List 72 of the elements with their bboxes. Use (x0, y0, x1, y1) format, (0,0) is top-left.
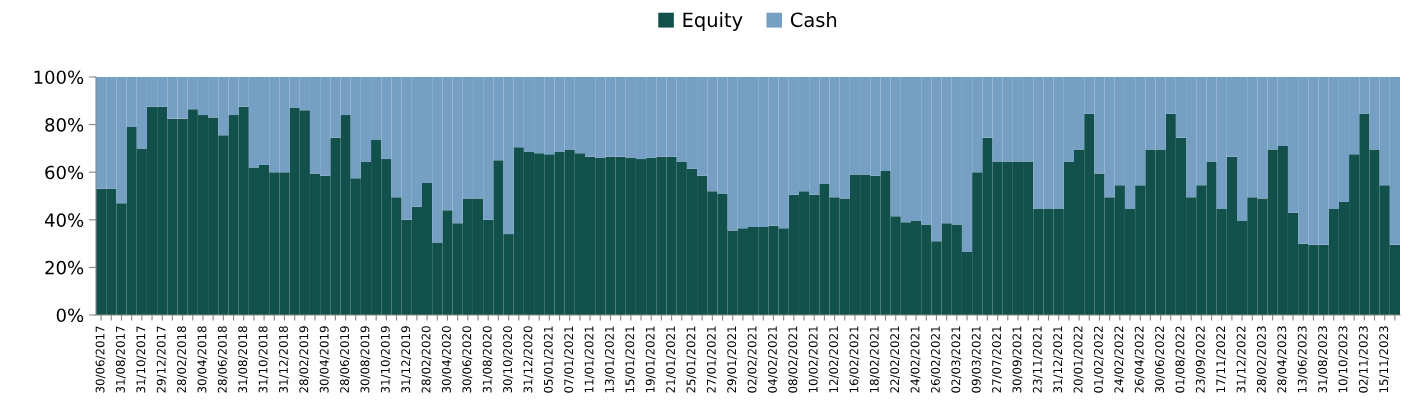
x-tick-label: 22/02/2021 (890, 326, 901, 393)
x-tick-label: 27/07/2021 (992, 326, 1002, 393)
x-tick-label: 31/08/2023 (1318, 326, 1328, 393)
x-tick-label: 02/02/2021 (747, 326, 758, 393)
y-tick-label: 100% (34, 70, 84, 85)
x-tick-label: 23/09/2022 (1195, 326, 1206, 393)
x-tick-label: 31/12/2022 (1236, 326, 1247, 393)
x-tick-label: 10/02/2021 (808, 326, 819, 393)
x-tick-label: 31/08/2020 (482, 326, 493, 393)
x-tick-label: 29/12/2017 (156, 326, 167, 393)
x-tick-label: 15/11/2023 (1379, 326, 1390, 393)
x-tick-label: 30/04/2019 (319, 326, 330, 393)
x-tick-label: 31/10/2017 (136, 326, 147, 393)
x-tick-label: 30/10/2020 (503, 326, 513, 393)
x-tick-label: 09/03/2021 (971, 326, 982, 393)
x-tick-label: 16/02/2021 (849, 326, 860, 393)
x-tick-label: 24/02/2021 (910, 326, 921, 393)
x-tick-label: 31/12/2020 (523, 326, 534, 393)
x-tick-label: 07/01/2021 (564, 326, 575, 393)
x-tick-label: 31/12/2021 (1053, 326, 1064, 393)
legend-label: Equity (683, 12, 743, 31)
x-tick-label: 19/01/2021 (645, 326, 656, 393)
x-tick-label: 08/02/2021 (788, 326, 799, 393)
x-tick-label: 29/01/2021 (727, 326, 738, 393)
x-tick-label: 28/06/2018 (217, 326, 228, 393)
x-tick-label: 18/02/2021 (869, 326, 880, 393)
x-tick-label: 31/10/2018 (258, 326, 269, 393)
x-tick-label: 30/06/2020 (462, 326, 473, 393)
x-tick-label: 01/08/2022 (1175, 326, 1186, 393)
x-tick-label: 21/01/2021 (666, 326, 676, 393)
x-tick-label: 10/10/2023 (1338, 326, 1349, 393)
x-tick-label: 30/04/2020 (441, 326, 452, 393)
x-tick-label: 01/02/2022 (1093, 326, 1104, 393)
x-tick-label: 12/02/2021 (829, 326, 839, 393)
x-tick-label: 15/01/2021 (625, 326, 636, 393)
x-tick-label: 30/08/2019 (360, 326, 371, 393)
x-tick-label: 30/06/2017 (95, 326, 106, 393)
x-tick-label: 28/02/2020 (421, 326, 432, 393)
y-tick-label: 60% (45, 165, 84, 180)
x-tick-label: 23/11/2021 (1032, 326, 1043, 393)
x-tick-label: 17/11/2022 (1216, 326, 1227, 393)
x-tick-label: 11/01/2021 (584, 326, 595, 393)
y-tick-label: 20% (45, 260, 84, 275)
x-tick-label: 31/08/2018 (238, 326, 249, 393)
x-tick-label: 31/12/2019 (401, 326, 412, 393)
x-tick-label: 28/02/2023 (1256, 326, 1267, 393)
x-tick-label: 24/02/2022 (1114, 326, 1125, 393)
x-tick-label: 31/10/2019 (380, 326, 391, 393)
x-tick-label: 31/12/2018 (278, 326, 289, 393)
x-tick-label: 26/02/2021 (930, 326, 941, 393)
x-tick-label: 30/09/2021 (1012, 326, 1023, 393)
x-tick-label: 27/01/2021 (706, 326, 717, 393)
y-tick-label: 80% (45, 118, 84, 132)
x-tick-label: 02/11/2023 (1358, 326, 1369, 393)
x-tick-label: 28/06/2019 (340, 326, 350, 393)
x-tick-label: 30/04/2018 (197, 326, 208, 393)
x-tick-label: 25/01/2021 (686, 326, 697, 393)
x-tick-label: 02/03/2021 (951, 326, 962, 393)
x-tick-label: 13/01/2021 (604, 326, 615, 393)
x-tick-label: 28/02/2018 (177, 326, 187, 393)
y-tick-label: 40% (44, 213, 84, 227)
legend-label: Cash (790, 12, 837, 28)
x-tick-label: 26/04/2022 (1134, 326, 1145, 393)
x-tick-label: 28/02/2019 (299, 326, 310, 393)
x-tick-label: 31/08/2017 (115, 326, 126, 393)
x-tick-label: 28/04/2023 (1277, 326, 1288, 393)
x-tick-label: 30/06/2022 (1155, 326, 1165, 393)
x-tick-label: 05/01/2021 (543, 326, 554, 393)
y-tick-label: 0% (56, 308, 84, 323)
x-tick-label: 13/06/2023 (1297, 326, 1308, 393)
x-tick-label: 20/01/2022 (1073, 326, 1084, 393)
x-tick-label: 04/02/2021 (767, 326, 778, 393)
